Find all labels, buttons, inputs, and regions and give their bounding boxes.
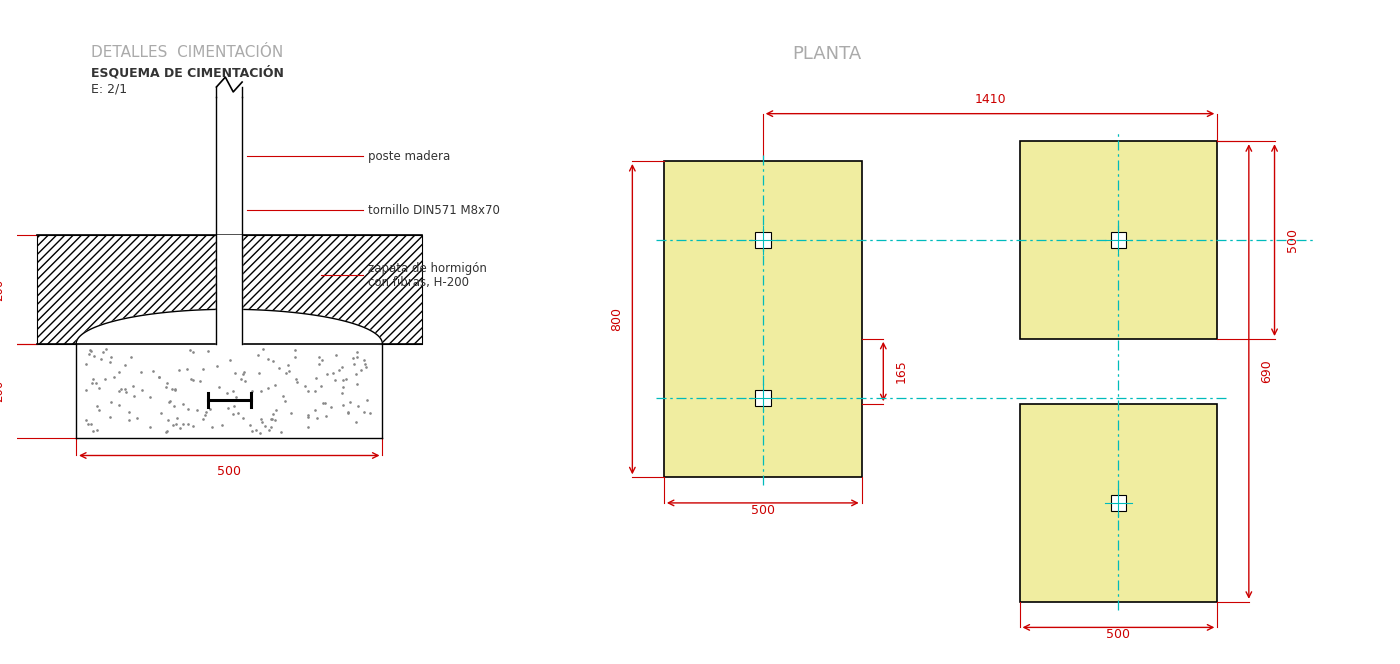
Text: 500: 500	[1285, 228, 1299, 252]
Text: zapata de hormigón: zapata de hormigón	[368, 262, 486, 276]
Text: poste madera: poste madera	[368, 149, 449, 163]
Bar	[755, 390, 770, 406]
Polygon shape	[76, 309, 382, 438]
Bar	[1019, 404, 1217, 602]
Text: 690: 690	[1260, 360, 1273, 383]
Text: PLANTA: PLANTA	[792, 46, 861, 64]
Text: 800: 800	[610, 307, 623, 331]
Text: 165: 165	[895, 360, 907, 383]
Polygon shape	[217, 235, 242, 344]
Bar	[1110, 232, 1127, 248]
Bar	[36, 235, 217, 344]
Bar	[1110, 495, 1127, 511]
Bar	[242, 235, 421, 344]
Text: DETALLES  CIMENTACIÓN: DETALLES CIMENTACIÓN	[91, 46, 283, 60]
Bar	[755, 232, 770, 248]
Text: 500: 500	[217, 465, 241, 478]
Text: E: 2/1: E: 2/1	[91, 82, 127, 95]
Text: 200: 200	[0, 380, 6, 402]
Text: 500: 500	[750, 504, 774, 517]
Text: 200: 200	[0, 278, 6, 301]
Bar	[1019, 141, 1217, 339]
Text: ESQUEMA DE CIMENTACIÓN: ESQUEMA DE CIMENTACIÓN	[91, 66, 284, 80]
Text: 500: 500	[1106, 628, 1130, 641]
Text: 1410: 1410	[974, 93, 1005, 106]
Text: con fibras, H-200: con fibras, H-200	[368, 276, 469, 289]
Text: tornillo DIN571 M8x70: tornillo DIN571 M8x70	[368, 204, 500, 217]
Bar	[664, 161, 861, 477]
